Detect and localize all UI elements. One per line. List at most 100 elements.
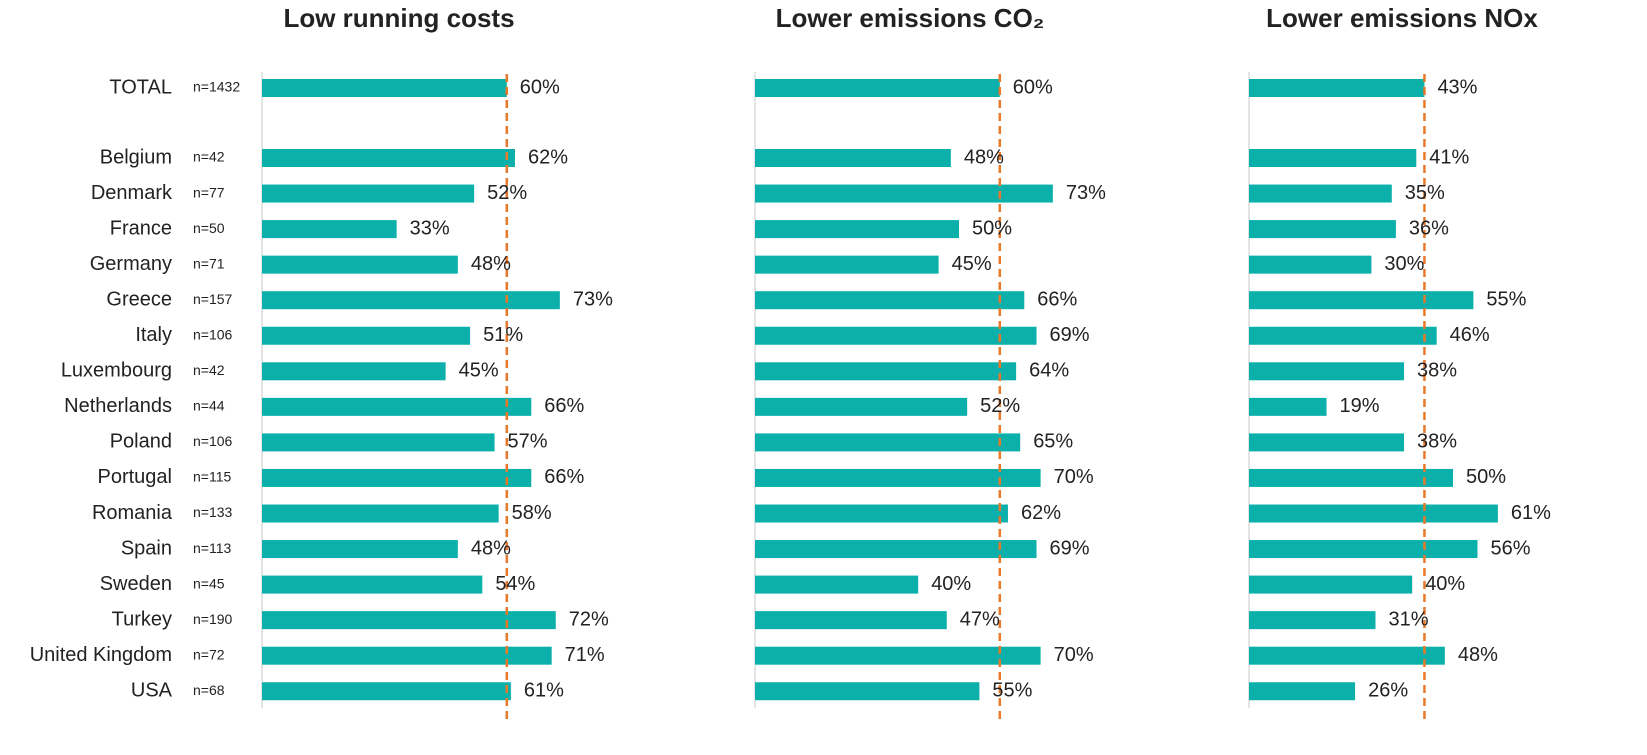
- value-label: 48%: [964, 146, 1004, 168]
- value-label: 60%: [1013, 76, 1053, 98]
- bar: [262, 326, 471, 345]
- value-label: 46%: [1450, 324, 1490, 346]
- category-label: Spain: [121, 537, 172, 559]
- bar: [262, 540, 458, 559]
- value-label: 45%: [952, 253, 992, 275]
- sample-size: n=45: [193, 575, 225, 591]
- value-label: 50%: [972, 217, 1012, 239]
- bar: [755, 79, 1000, 97]
- sample-size: n=1432: [193, 79, 240, 95]
- bar: [1249, 220, 1396, 239]
- value-label: 71%: [565, 644, 605, 666]
- value-label: 45%: [459, 360, 499, 382]
- sample-size: n=190: [193, 611, 233, 627]
- bar: [1249, 646, 1445, 665]
- value-label: 61%: [524, 680, 564, 702]
- bar: [755, 255, 939, 274]
- value-label: 60%: [520, 76, 560, 98]
- sample-size: n=157: [193, 291, 233, 307]
- bar: [262, 575, 483, 594]
- sample-size: n=133: [193, 504, 233, 520]
- bar: [1249, 255, 1372, 274]
- bar: [755, 184, 1053, 203]
- category-label: Greece: [106, 288, 172, 310]
- bar: [262, 504, 499, 523]
- value-label: 73%: [1066, 182, 1106, 204]
- category-label: USA: [131, 680, 173, 702]
- bar: [262, 184, 475, 203]
- sample-size: n=115: [193, 469, 231, 485]
- value-label: 35%: [1405, 182, 1445, 204]
- category-label: Denmark: [91, 182, 173, 204]
- bar: [755, 291, 1025, 310]
- value-label: 66%: [544, 395, 584, 417]
- bar: [1249, 362, 1405, 381]
- value-label: 66%: [544, 466, 584, 488]
- value-label: 58%: [512, 502, 552, 524]
- bar: [755, 682, 980, 701]
- bar: [262, 79, 507, 97]
- bar: [262, 255, 458, 274]
- bar: [262, 291, 560, 310]
- sample-size: n=71: [193, 255, 225, 271]
- value-label: 26%: [1368, 680, 1408, 702]
- bar: [262, 149, 515, 167]
- category-label: TOTAL: [109, 76, 172, 98]
- bar: [262, 397, 532, 416]
- category-label: France: [110, 217, 172, 239]
- category-label: Poland: [110, 431, 172, 453]
- bar: [755, 611, 947, 630]
- bar: [1249, 682, 1356, 701]
- value-label: 40%: [1425, 573, 1465, 595]
- sample-size: n=77: [193, 184, 225, 200]
- value-label: 62%: [1021, 502, 1061, 524]
- bar: [1249, 540, 1478, 559]
- bar: [262, 220, 397, 239]
- sample-size: n=68: [193, 682, 225, 698]
- bar: [1249, 149, 1417, 167]
- bar: [1249, 575, 1413, 594]
- bar: [1249, 611, 1376, 630]
- bar: [755, 575, 919, 594]
- bar: [1249, 291, 1474, 310]
- sample-size: n=42: [193, 149, 225, 165]
- bar: [755, 149, 951, 167]
- value-label: 48%: [1458, 644, 1498, 666]
- bar: [262, 646, 552, 665]
- bar: [755, 504, 1008, 523]
- value-label: 72%: [569, 608, 609, 630]
- value-label: 73%: [573, 288, 613, 310]
- value-label: 55%: [992, 680, 1032, 702]
- value-label: 52%: [980, 395, 1020, 417]
- value-label: 31%: [1388, 608, 1428, 630]
- sample-size: n=44: [193, 398, 225, 414]
- value-label: 41%: [1429, 146, 1469, 168]
- bar: [262, 682, 511, 701]
- value-label: 55%: [1486, 288, 1526, 310]
- value-label: 70%: [1054, 644, 1094, 666]
- category-label: Romania: [92, 502, 173, 524]
- chart-title: Lower emissions CO₂: [776, 3, 1045, 33]
- value-label: 66%: [1037, 288, 1077, 310]
- category-label: Germany: [90, 253, 172, 275]
- value-label: 36%: [1409, 217, 1449, 239]
- value-label: 50%: [1466, 466, 1506, 488]
- category-label: Turkey: [112, 608, 172, 630]
- value-label: 62%: [528, 146, 568, 168]
- bar: [1249, 433, 1405, 452]
- value-label: 69%: [1050, 537, 1090, 559]
- value-label: 38%: [1417, 431, 1457, 453]
- bar: [755, 397, 968, 416]
- value-label: 19%: [1340, 395, 1380, 417]
- category-label: Italy: [135, 324, 172, 346]
- category-label: Netherlands: [64, 395, 172, 417]
- value-label: 48%: [471, 253, 511, 275]
- sample-size: n=50: [193, 220, 225, 236]
- value-label: 56%: [1490, 537, 1530, 559]
- chart-title: Low running costs: [283, 3, 514, 33]
- value-label: 61%: [1511, 502, 1551, 524]
- category-label: United Kingdom: [30, 644, 172, 666]
- bar: [755, 540, 1037, 559]
- value-label: 33%: [410, 217, 450, 239]
- sample-size: n=42: [193, 362, 225, 378]
